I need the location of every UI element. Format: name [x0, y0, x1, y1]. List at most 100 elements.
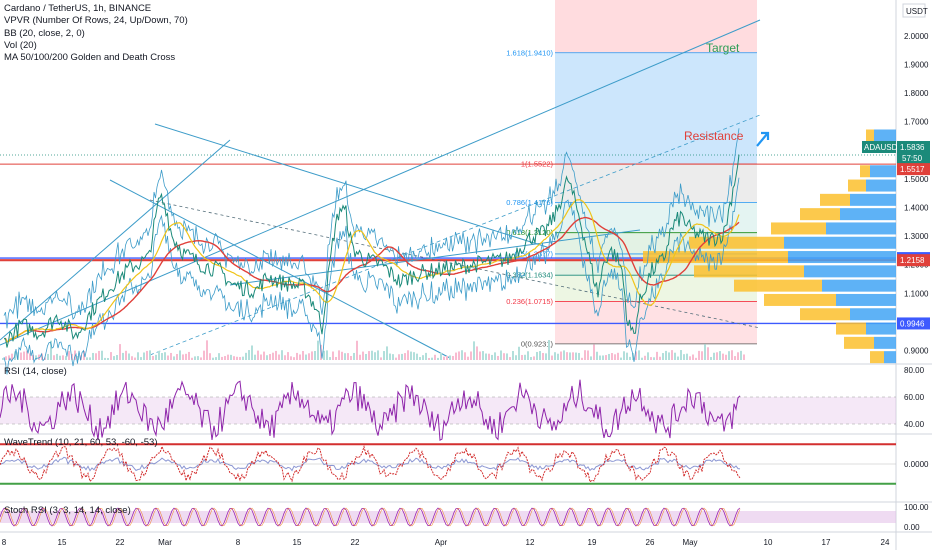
volume-bar [731, 350, 733, 360]
volume-bar [572, 352, 574, 360]
volume-bar [191, 357, 193, 360]
volume-bar [518, 346, 520, 360]
volume-bar [545, 353, 547, 360]
volume-bar [413, 352, 415, 360]
target-annotation: Target [706, 41, 740, 55]
volume-bar [722, 353, 724, 360]
volume-bar [737, 352, 739, 360]
volume-bar [284, 355, 286, 360]
fib-diagonal [149, 199, 761, 329]
volume-bar [425, 352, 427, 360]
volume-bar [8, 355, 10, 360]
volume-bar [203, 350, 205, 360]
time-tick-11: May [682, 538, 697, 547]
price-tick-6: 1.4000 [904, 204, 929, 213]
volume-bar [719, 351, 721, 360]
currency-box [902, 3, 926, 18]
volume-bar [20, 352, 22, 360]
stoch-k-line [0, 507, 741, 527]
volume-bar [350, 355, 352, 360]
volume-bar [125, 350, 127, 360]
volume-bar [293, 357, 295, 360]
volume-bar [581, 357, 583, 360]
channel-line-top [154, 123, 551, 249]
volume-bar [488, 353, 490, 360]
volume-bar [698, 350, 700, 360]
volume-bar [254, 354, 256, 360]
chart-legend: Cardano / TetherUS, 1h, BINANCE VPVR (Nu… [4, 3, 188, 64]
volume-bar [602, 355, 604, 360]
wavetrend-pane-label: WaveTrend (10, 21, 60, 53, -60, -53) [4, 437, 158, 448]
vpvr-down-10 [836, 293, 896, 306]
volume-bar [59, 355, 61, 360]
vpvr-up-14 [870, 351, 884, 364]
volume-bar [341, 351, 343, 360]
volume-bar [167, 355, 169, 360]
volume-bar [65, 356, 67, 360]
volume-bar [245, 352, 247, 360]
volume-bar [398, 354, 400, 360]
time-tick-2: 22 [116, 538, 125, 547]
volume-bar [713, 352, 715, 360]
volume-bar [392, 354, 394, 360]
resistance-annotation: Resistance [684, 129, 744, 143]
volume-bar [500, 350, 502, 360]
volume-bar [62, 355, 64, 360]
volume-bar [695, 357, 697, 360]
time-tick-7: Apr [435, 538, 448, 547]
target-zone [555, 52, 757, 164]
fib-zone-5 [555, 301, 757, 344]
volume-bar [521, 354, 523, 360]
volume-bar [128, 353, 130, 360]
volume-bar [563, 350, 565, 360]
time-tick-5: 15 [293, 538, 302, 547]
rsi-tick-1: 60.00 [904, 393, 925, 402]
volume-bar [2, 357, 4, 360]
fib-label-4: 0.5(1.2377) [515, 249, 554, 258]
volume-bar [134, 357, 136, 360]
trend-line-mid [229, 229, 641, 286]
volume-bar [131, 356, 133, 360]
volume-bar [230, 354, 232, 360]
vpvr-up-3 [820, 193, 850, 206]
volume-bar [725, 354, 727, 360]
volume-bar [383, 351, 385, 360]
volume-bar [35, 355, 37, 360]
stoch-tick-0: 100.00 [904, 503, 929, 512]
volume-bar [728, 351, 730, 360]
volume-bar [506, 353, 508, 360]
volume-bar [170, 352, 172, 360]
symbol-tag: ADAUSDT [864, 143, 902, 152]
trend-line-upper [0, 19, 761, 346]
volume-bar [104, 357, 106, 360]
volume-bar [626, 352, 628, 360]
volume-bar [401, 353, 403, 360]
volume-bar [263, 351, 265, 360]
volume-bar [29, 353, 31, 360]
volume-bar [182, 354, 184, 360]
vpvr-down-6 [784, 236, 896, 249]
volume-bar [587, 350, 589, 360]
volume-bar [281, 350, 283, 360]
volume-bar [470, 351, 472, 360]
volume-bar [269, 354, 271, 360]
volume-bar [311, 351, 313, 360]
volume-bar [428, 357, 430, 360]
volume-bar [557, 353, 559, 360]
price-tick-5: 1.5000 [904, 175, 929, 184]
fib-zone-1 [555, 163, 757, 203]
volume-bar [362, 351, 364, 360]
volume-bar [596, 351, 598, 360]
volume-bar [353, 352, 355, 360]
volume-bar [83, 350, 85, 360]
volume-bar [674, 352, 676, 360]
time-tick-3: Mar [158, 538, 172, 547]
volume-bar [446, 356, 448, 360]
volume-bar [68, 351, 70, 360]
volume-bar [287, 352, 289, 360]
price-tick-7: 1.3000 [904, 232, 929, 241]
volume-bar [638, 350, 640, 360]
volume-bar [554, 352, 556, 360]
volume-bar [329, 357, 331, 360]
